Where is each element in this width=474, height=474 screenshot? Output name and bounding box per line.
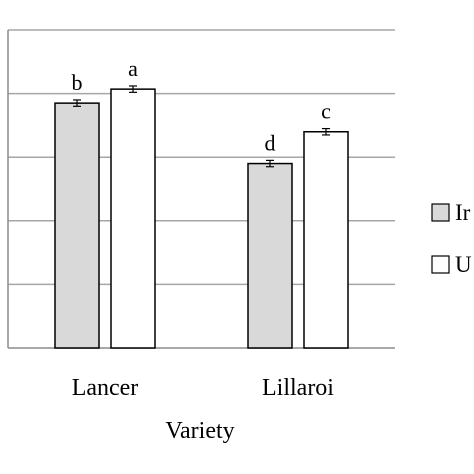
legend-swatch-u [431,255,450,274]
x-axis-title: Variety [165,418,234,444]
bar-lillaroi-u-letter: c [321,99,331,124]
bar-lancer-ir [54,102,100,349]
bar-lillaroi-ir-error-bar [266,159,274,168]
bar-lancer-u-error-bar [129,85,137,93]
bar-lillaroi-u-error-bar [322,127,330,136]
legend-swatch-ir [431,203,450,222]
bar-lillaroi-u [303,131,349,349]
bars: b a d c [54,56,349,349]
bar-lillaroi-ir-letter: d [265,130,276,155]
bar-lancer-ir-letter: b [72,70,83,95]
legend: Ir U [431,200,472,277]
bar-lancer-ir-error-bar [73,99,81,107]
legend-label-ir: Ir [455,200,471,225]
bar-lancer-u [110,88,156,349]
category-label-lancer: Lancer [72,375,139,401]
category-label-lillaroi: Lillaroi [262,375,334,401]
category-labels: Lancer Lillaroi [72,375,335,401]
bar-lillaroi-ir [247,162,293,349]
legend-label-u: U [455,252,472,277]
bar-lancer-u-letter: a [128,56,138,81]
